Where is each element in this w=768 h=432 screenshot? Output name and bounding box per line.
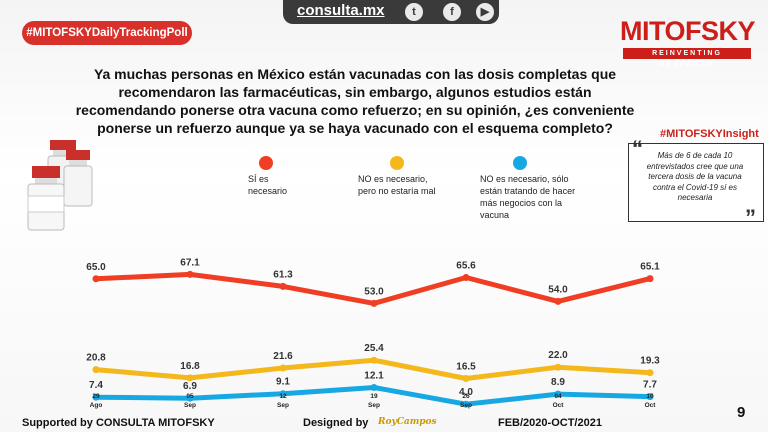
data-point [186, 394, 194, 402]
data-label: 6.9 [183, 381, 197, 392]
period-range: FEB/2020-OCT/2021 [498, 417, 602, 429]
data-point [646, 369, 654, 377]
data-label: 19.3 [640, 356, 660, 367]
brand-logo: MITOFSKY [620, 16, 756, 46]
youtube-icon[interactable]: ▶ [476, 3, 494, 21]
legend-dot-si [259, 156, 273, 170]
data-label: 53.0 [364, 286, 384, 297]
x-tick-label: Oct [645, 402, 657, 409]
data-point [462, 274, 470, 281]
data-label: 65.6 [456, 261, 476, 272]
data-label: 21.6 [273, 351, 293, 362]
data-point [646, 393, 654, 401]
data-point [279, 390, 287, 398]
twitter-icon[interactable]: t [405, 3, 423, 21]
data-label: 9.1 [276, 377, 290, 388]
data-label: 65.1 [640, 262, 660, 273]
data-label: 54.0 [548, 284, 568, 295]
data-point [279, 364, 287, 372]
legend-label-no-pero: NO es necesario, pero no estaría mal [358, 174, 436, 196]
x-tick-label: Oct [553, 402, 565, 409]
data-label: 7.7 [643, 380, 657, 391]
data-label: 67.1 [180, 257, 200, 268]
data-point [554, 297, 562, 305]
data-label: 7.4 [89, 380, 103, 391]
x-tick-label: Sep [277, 402, 289, 409]
data-label: 61.3 [273, 269, 293, 280]
data-point [462, 400, 470, 408]
data-point [92, 393, 100, 401]
x-tick-label: Ago [90, 402, 103, 409]
top-bar [283, 0, 499, 24]
tracking-poll-tag: #MITOFSKYDailyTrackingPoll [22, 21, 192, 45]
data-point [92, 366, 100, 374]
data-label: 8.9 [551, 377, 565, 388]
insight-title: #MITOFSKYInsight [660, 128, 759, 140]
insight-text: Más de 6 de cada 10 entrevistados cree q… [646, 151, 744, 202]
data-point [554, 363, 562, 371]
data-label: 16.5 [456, 362, 476, 373]
designer-signature: RoyCampos [378, 417, 437, 427]
data-point [462, 375, 470, 382]
data-point [186, 270, 194, 278]
insight-box [628, 143, 764, 222]
vial-middle [63, 150, 93, 207]
data-label: 25.4 [364, 343, 384, 354]
open-quote-icon: “ [632, 136, 643, 161]
data-label: 65.0 [86, 262, 106, 273]
legend-label-no-negocio: NO es necesario, sólo están tratando de … [480, 174, 576, 220]
x-tick-label: 29 [92, 393, 100, 400]
data-label: 16.8 [180, 361, 200, 372]
data-label: 22.0 [548, 350, 568, 361]
legend-dot-no-negocio [513, 156, 527, 170]
x-tick-label: Sep [184, 402, 196, 409]
data-point [370, 299, 378, 307]
designed-by: Designed by [303, 417, 369, 429]
x-tick-label: 26 [462, 393, 470, 400]
data-point [92, 275, 100, 283]
x-tick-label: 05 [186, 393, 194, 400]
x-tick-label: 04 [554, 393, 562, 400]
vial-front [27, 166, 65, 231]
x-tick-label: Sep [368, 402, 380, 409]
data-point [279, 282, 287, 290]
data-point [370, 356, 378, 364]
legend-label-si: SÍ es necesario [248, 174, 288, 196]
site-link[interactable]: consulta.mx [297, 2, 385, 19]
question-text: Ya muchas personas en México están vacun… [75, 66, 635, 136]
x-tick-label: 12 [279, 393, 287, 400]
data-point [554, 390, 562, 398]
facebook-icon[interactable]: f [443, 3, 461, 21]
x-tick-label: 10 [646, 393, 654, 400]
legend-dot-no-pero [390, 156, 404, 170]
data-point [370, 384, 378, 391]
x-tick-label: Sep [460, 402, 472, 409]
supported-by: Supported by CONSULTA MITOFSKY [22, 417, 215, 429]
data-point [646, 275, 654, 283]
brand-tagline: REINVENTING RESEARCH [623, 48, 751, 68]
close-quote-icon: ” [745, 205, 756, 230]
vaccine-vials-icon [27, 140, 93, 231]
data-point [186, 374, 194, 382]
data-label: 4.0 [459, 387, 473, 398]
data-label: 12.1 [364, 371, 384, 382]
page-number: 9 [737, 404, 746, 421]
x-tick-label: 19 [370, 393, 378, 400]
data-label: 20.8 [86, 353, 106, 364]
